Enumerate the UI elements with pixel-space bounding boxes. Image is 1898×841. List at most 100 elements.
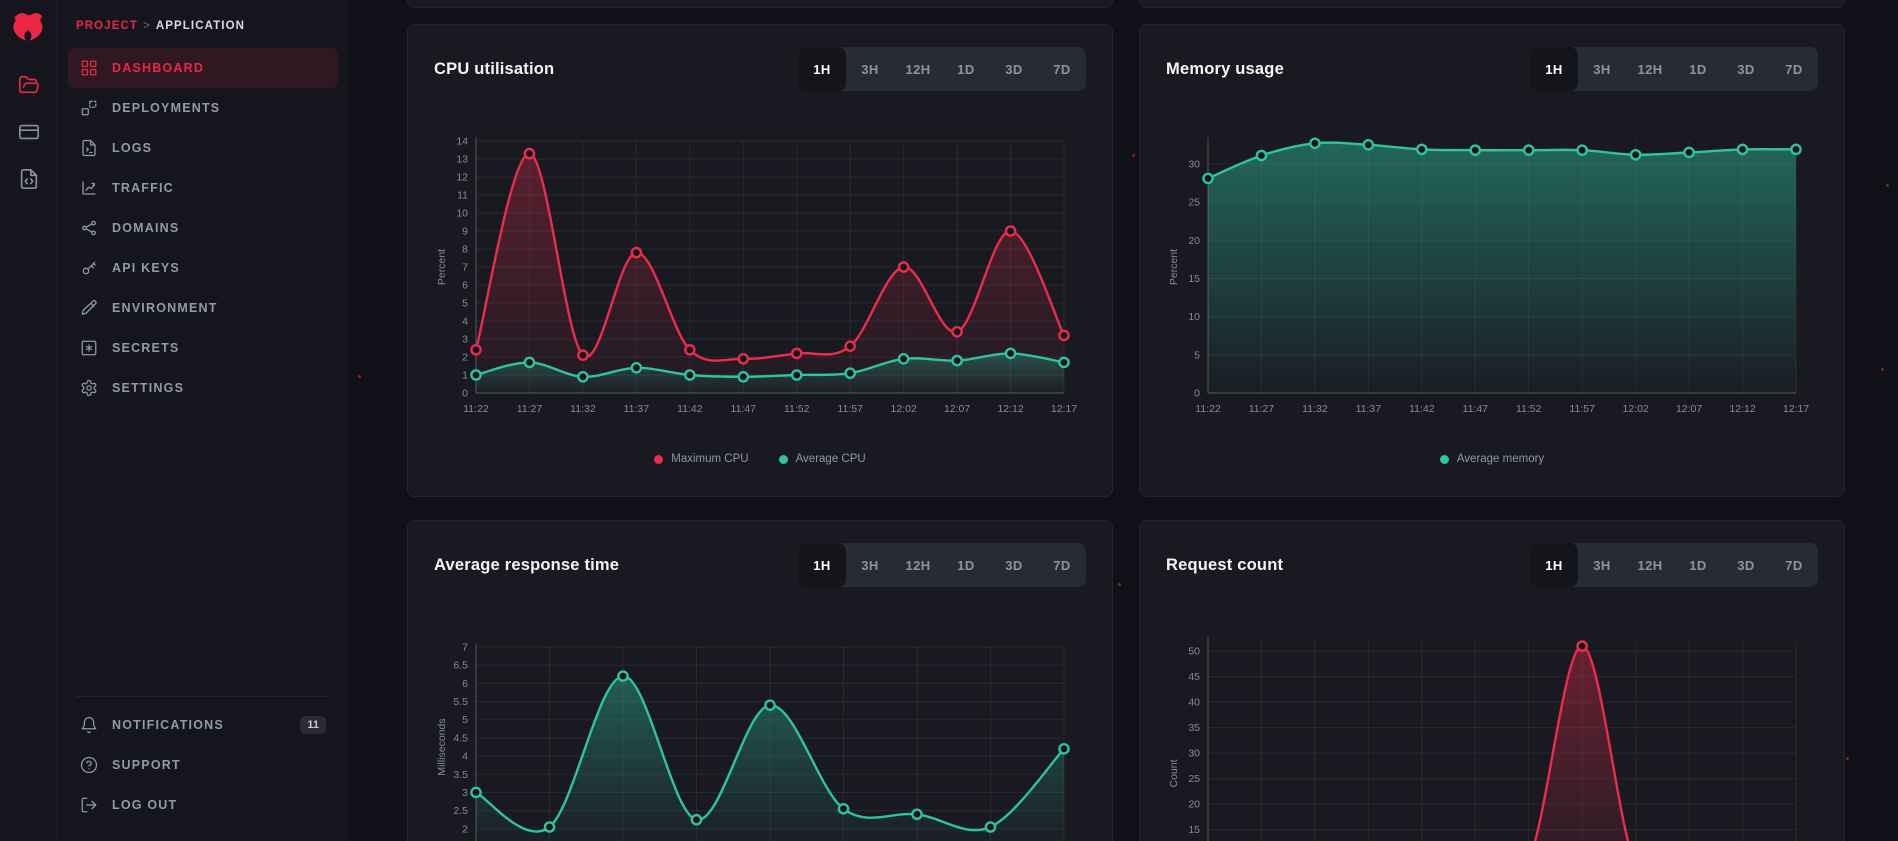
legend-item-average-cpu: Average CPU	[778, 453, 866, 465]
time-range-control: 1H 3H 12H 1D 3D 7D	[1530, 543, 1818, 587]
average-response-time-chart[interactable]: 2 2.5 3 3.5 4 4.5 5 5.5 6 6.5 7 Milliseconds	[434, 623, 1086, 841]
time-range-7d[interactable]: 7D	[1770, 543, 1818, 587]
breadcrumb-separator: >	[143, 20, 151, 32]
sidebar-item-logs[interactable]: LOGS	[68, 128, 338, 168]
svg-text:11:22: 11:22	[1195, 403, 1221, 415]
time-range-3h[interactable]: 3H	[846, 47, 894, 91]
svg-text:1: 1	[462, 370, 468, 382]
card-title: Memory usage	[1166, 59, 1284, 78]
sidebar-item-log-out[interactable]: LOG OUT	[68, 785, 338, 825]
sidebar-nav: PROJECT > APPLICATION DASHBOARD DEPLOYMENTS…	[58, 0, 348, 841]
sidebar-item-label: LOG OUT	[112, 798, 178, 812]
sidebar-item-api-keys[interactable]: API KEYS	[68, 248, 338, 288]
sidebar-item-dashboard[interactable]: DASHBOARD	[68, 48, 338, 88]
sidebar-item-environment[interactable]: ENVIRONMENT	[68, 288, 338, 328]
svg-text:50: 50	[1188, 646, 1200, 658]
svg-text:11:32: 11:32	[1302, 403, 1328, 415]
sidebar-item-notifications[interactable]: NOTIFICATIONS 11	[68, 705, 338, 745]
time-range-12h[interactable]: 12H	[1626, 543, 1674, 587]
legend-dot	[778, 454, 788, 464]
time-range-1h[interactable]: 1H	[798, 543, 846, 587]
svg-text:12: 12	[456, 172, 468, 184]
legend-dot	[1439, 454, 1449, 464]
folder-open-icon[interactable]	[18, 74, 40, 96]
credit-card-icon[interactable]	[18, 121, 40, 143]
time-range-1d[interactable]: 1D	[1674, 543, 1722, 587]
time-range-1h[interactable]: 1H	[798, 47, 846, 91]
sidebar-item-deployments[interactable]: DEPLOYMENTS	[68, 88, 338, 128]
svg-text:4: 4	[462, 751, 468, 763]
sidebar-item-label: DOMAINS	[112, 221, 180, 235]
svg-text:3: 3	[462, 334, 468, 346]
key-icon	[80, 259, 98, 277]
svg-text:11: 11	[457, 190, 468, 202]
time-range-7d[interactable]: 7D	[1038, 47, 1086, 91]
nest-logo-icon[interactable]	[10, 8, 48, 46]
svg-text:6: 6	[462, 280, 468, 292]
time-range-control: 1H 3H 12H 1D 3D 7D	[798, 543, 1086, 587]
svg-text:12:12: 12:12	[997, 403, 1023, 415]
notifications-badge: 11	[300, 716, 326, 734]
svg-text:4: 4	[462, 316, 468, 328]
sidebar-item-support[interactable]: SUPPORT	[68, 745, 338, 785]
time-range-1h[interactable]: 1H	[1530, 543, 1578, 587]
svg-text:25: 25	[1188, 773, 1200, 785]
cpu-utilisation-chart[interactable]: 0 1 2 3 4 5 6 7 8 9 10 11 12 13 14 11:22 11:27 11:32 11:37…	[434, 127, 1086, 433]
gear-icon	[80, 379, 98, 397]
decor-speck	[1886, 184, 1889, 187]
time-range-12h[interactable]: 12H	[894, 543, 942, 587]
time-range-3h[interactable]: 3H	[1578, 543, 1626, 587]
svg-text:Percent: Percent	[1168, 249, 1180, 285]
time-range-3d[interactable]: 3D	[990, 47, 1038, 91]
svg-text:3: 3	[462, 787, 468, 799]
time-range-3d[interactable]: 3D	[1722, 47, 1770, 91]
sidebar-item-label: SETTINGS	[112, 381, 185, 395]
pencil-icon	[80, 299, 98, 317]
file-code-icon[interactable]	[18, 168, 40, 190]
svg-text:7: 7	[462, 642, 468, 654]
svg-text:13: 13	[456, 154, 468, 166]
request-count-card: Request count 1H 3H 12H 1D 3D 7D 15 20 25 30 35 40…	[1139, 520, 1845, 841]
sidebar-item-domains[interactable]: DOMAINS	[68, 208, 338, 248]
memory-usage-chart[interactable]: 0 5 10 15 20 25 30 11:22 11:27 11:32 11:37 11:42 11:…	[1166, 127, 1818, 433]
svg-text:15: 15	[1188, 824, 1200, 836]
svg-text:30: 30	[1188, 748, 1200, 760]
sidebar-item-settings[interactable]: SETTINGS	[68, 368, 338, 408]
sidebar-item-secrets[interactable]: SECRETS	[68, 328, 338, 368]
svg-text:5: 5	[462, 298, 468, 310]
time-range-12h[interactable]: 12H	[1626, 47, 1674, 91]
time-range-7d[interactable]: 7D	[1770, 47, 1818, 91]
square-asterisk-icon	[80, 339, 98, 357]
svg-text:11:27: 11:27	[517, 403, 543, 415]
card-title: Average response time	[434, 555, 620, 574]
cutoff-card-top-right	[1139, 0, 1845, 8]
time-range-3h[interactable]: 3H	[846, 543, 894, 587]
svg-text:20: 20	[1188, 799, 1200, 811]
time-range-3d[interactable]: 3D	[990, 543, 1038, 587]
time-range-1h[interactable]: 1H	[1530, 47, 1578, 91]
time-range-1d[interactable]: 1D	[942, 47, 990, 91]
svg-text:11:42: 11:42	[677, 403, 703, 415]
svg-text:3.5: 3.5	[453, 769, 468, 781]
svg-text:11:57: 11:57	[1569, 403, 1595, 415]
breadcrumb-project[interactable]: PROJECT	[76, 20, 139, 32]
legend-item-maximum-cpu: Maximum CPU	[654, 453, 749, 465]
time-range-control: 1H 3H 12H 1D 3D 7D	[798, 47, 1086, 91]
sidebar-item-traffic[interactable]: TRAFFIC	[68, 168, 338, 208]
breadcrumb-application[interactable]: APPLICATION	[155, 20, 246, 32]
time-range-12h[interactable]: 12H	[894, 47, 942, 91]
time-range-1d[interactable]: 1D	[1674, 47, 1722, 91]
sidebar-item-label: TRAFFIC	[112, 181, 174, 195]
legend-dot	[654, 454, 664, 464]
time-range-3d[interactable]: 3D	[1722, 543, 1770, 587]
time-range-7d[interactable]: 7D	[1038, 543, 1086, 587]
time-range-3h[interactable]: 3H	[1578, 47, 1626, 91]
svg-text:12:07: 12:07	[1676, 403, 1702, 415]
decor-speck	[1881, 368, 1884, 371]
bell-icon	[80, 716, 98, 734]
request-count-chart[interactable]: 15 20 25 30 35 40 45 50 Count	[1166, 623, 1818, 841]
time-range-1d[interactable]: 1D	[942, 543, 990, 587]
svg-text:Milliseconds: Milliseconds	[436, 718, 448, 775]
traffic-chart-icon	[80, 179, 98, 197]
